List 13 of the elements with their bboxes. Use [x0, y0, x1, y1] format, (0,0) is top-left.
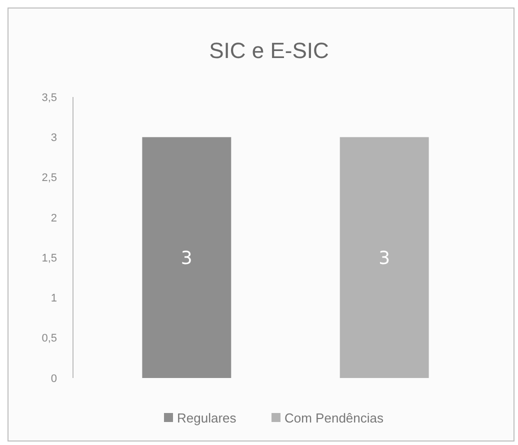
- data-label: 3: [378, 248, 390, 269]
- y-tick-label: 1: [50, 292, 57, 305]
- y-tick-label: 3: [50, 132, 57, 144]
- legend-label: Com Pendências: [284, 410, 384, 426]
- y-tick-label: 2: [50, 212, 57, 224]
- legend-label: Regulares: [177, 410, 237, 426]
- data-label: 3: [180, 248, 192, 269]
- y-tick-label: 0: [50, 372, 57, 385]
- chart-title: SIC e E-SIC: [209, 38, 330, 63]
- y-tick-label: 2,5: [42, 172, 57, 184]
- y-tick-label: 3,5: [42, 92, 57, 104]
- y-tick-label: 1,5: [42, 252, 57, 264]
- y-tick-label: 0,5: [42, 332, 57, 345]
